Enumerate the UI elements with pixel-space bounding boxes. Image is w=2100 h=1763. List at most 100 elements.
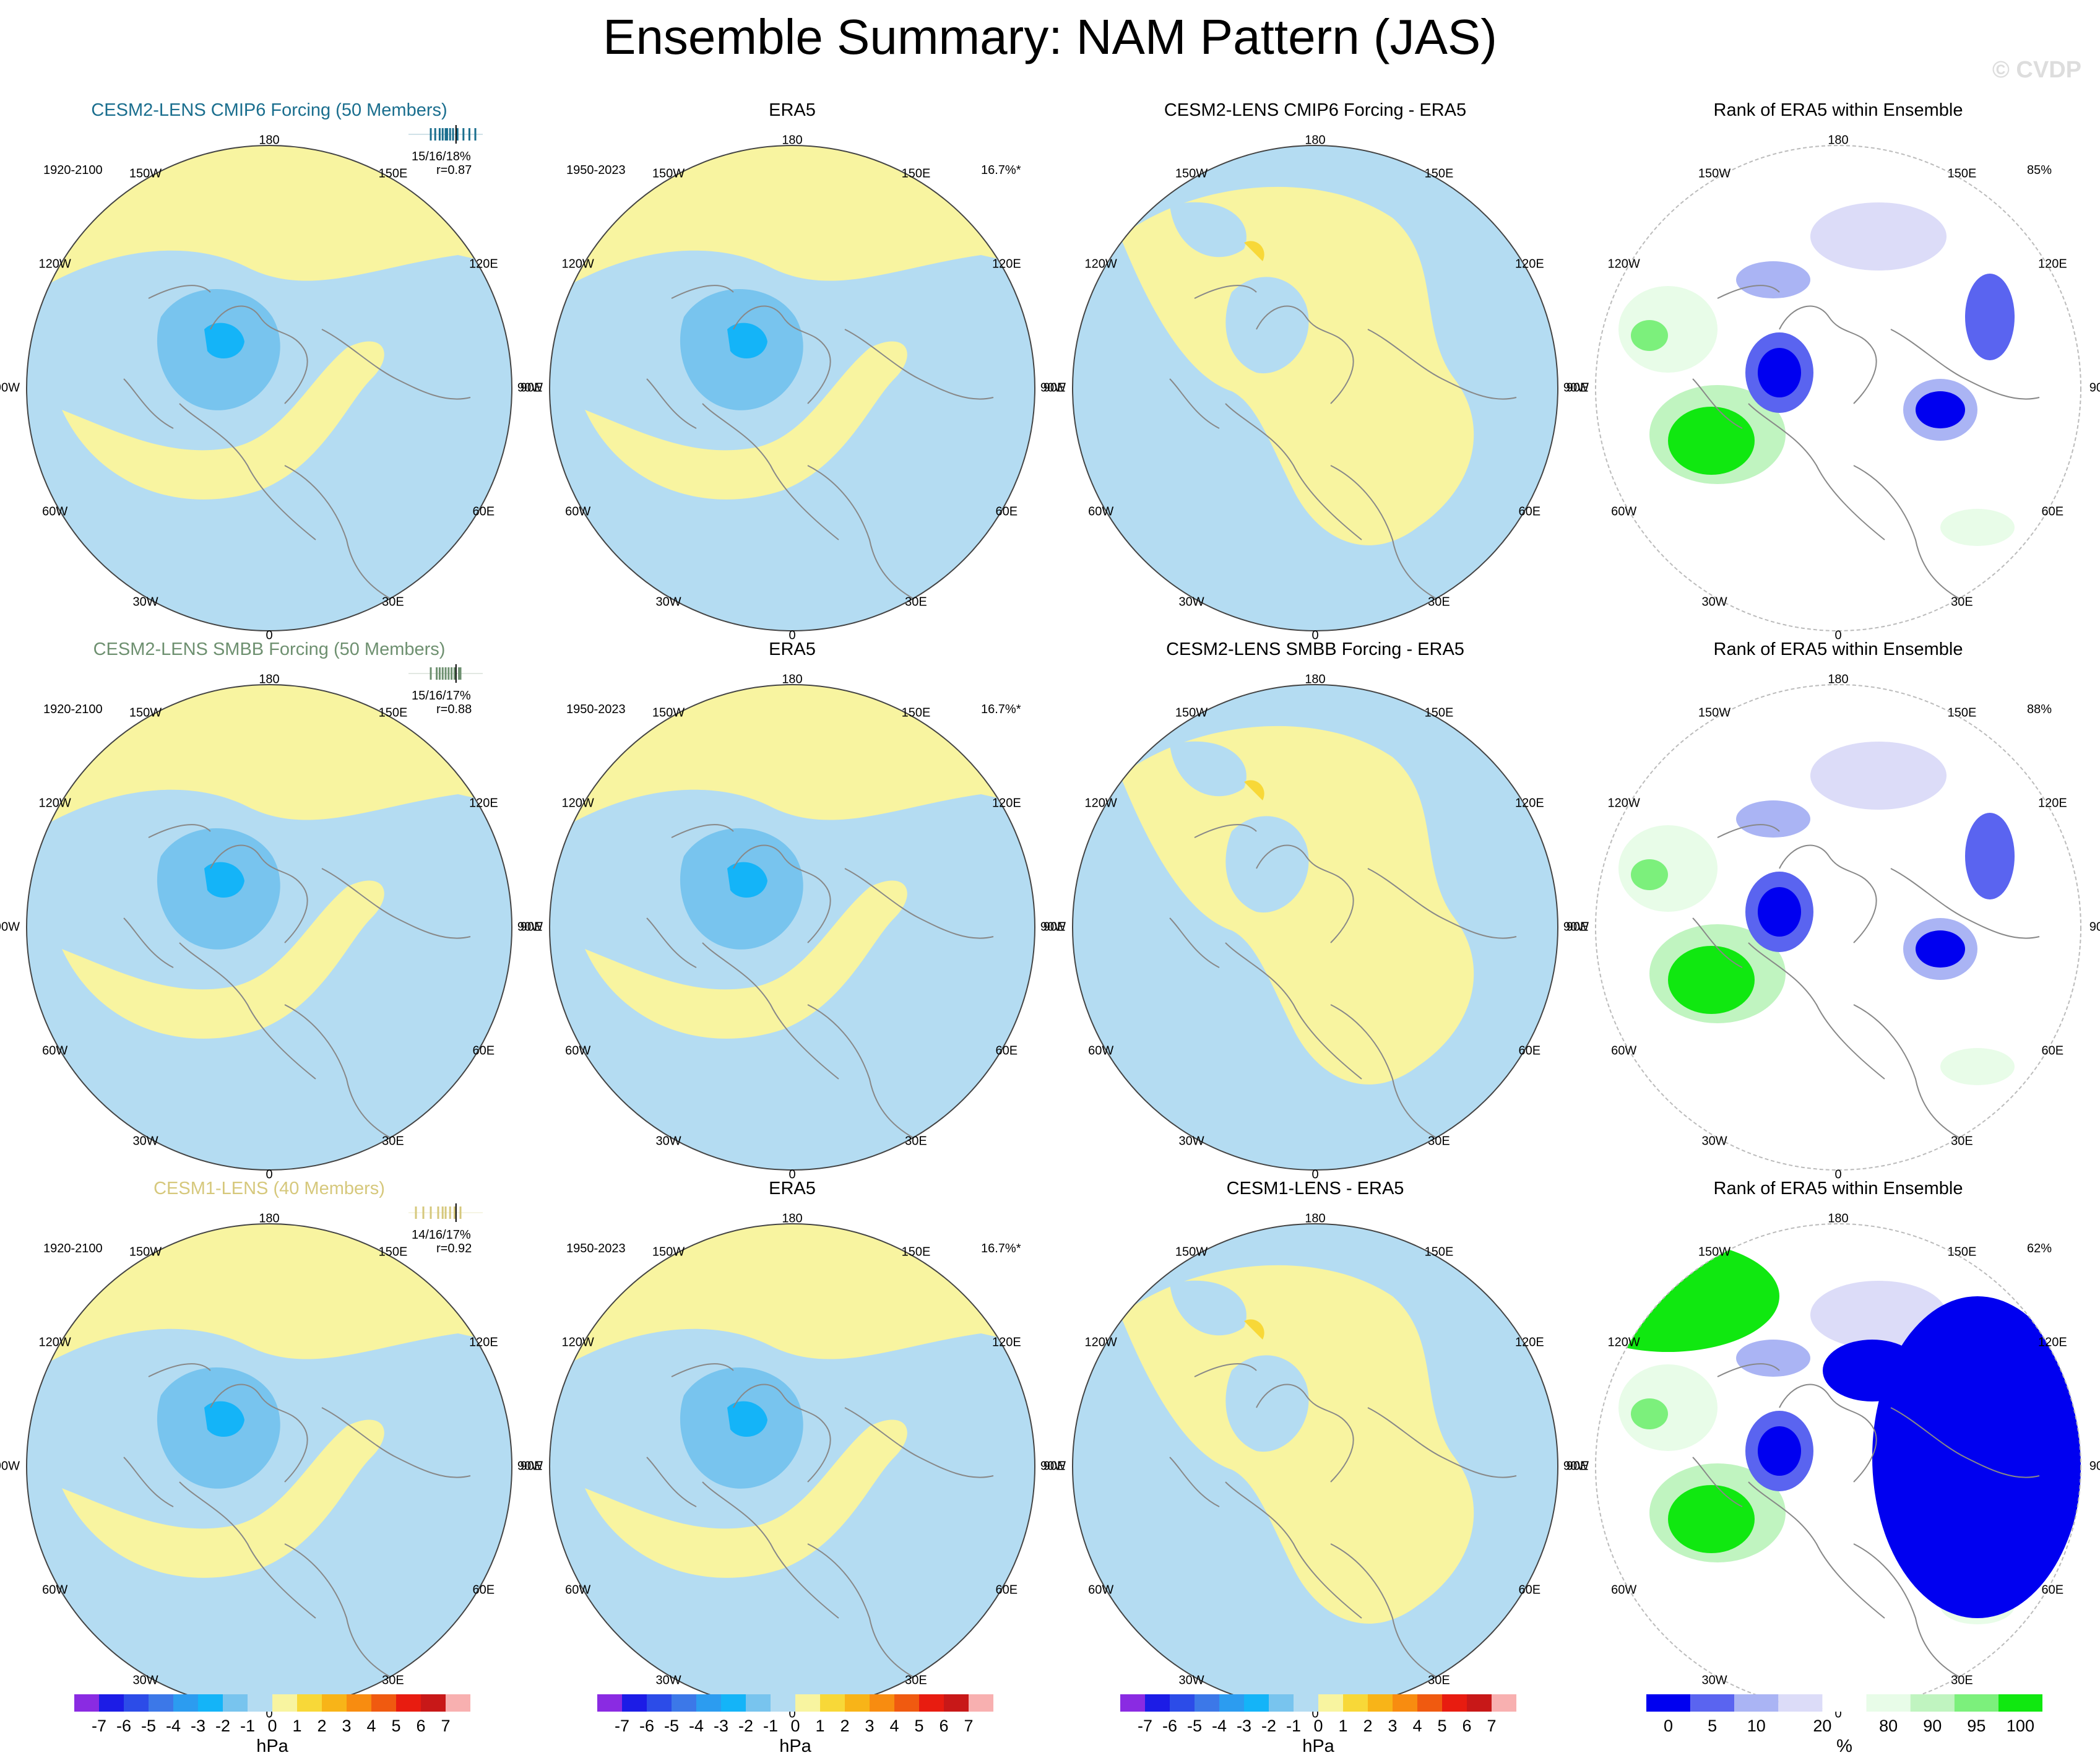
longitude-label: 0 — [1834, 1167, 1842, 1182]
coastline-3 — [1194, 285, 1257, 299]
coastline-0 — [1256, 305, 1354, 404]
period-label: 1920-2100 — [43, 163, 103, 177]
longitude-label: 150W — [1175, 1245, 1208, 1259]
colorbar-tick: -2 — [1261, 1717, 1277, 1735]
longitude-label: 150E — [1424, 1245, 1454, 1259]
coastline-1 — [1225, 942, 1362, 1080]
longitude-label: 60E — [472, 505, 495, 519]
coastline-2 — [1367, 329, 1517, 400]
longitude-label: 60W — [1611, 505, 1637, 519]
longitude-label: 30E — [1951, 595, 1973, 609]
coastline-3 — [1717, 285, 1780, 299]
coastline-1 — [179, 942, 316, 1080]
rank-region-2 — [1618, 286, 1718, 373]
coastline-0 — [733, 1384, 831, 1483]
coastline-2 — [1890, 329, 2040, 400]
colorbar-swatch-1 — [622, 1694, 647, 1712]
coastline-4 — [1330, 465, 1443, 602]
diff-region-2 — [1170, 202, 1247, 258]
colorbar-tick: 10 — [1747, 1717, 1766, 1735]
longitude-label: 30E — [905, 1673, 927, 1687]
longitude-label: 90E — [2089, 381, 2100, 395]
map-boundary — [1072, 684, 1558, 1171]
longitude-label: 60E — [472, 1583, 495, 1597]
longitude-label: 90E — [1566, 381, 1589, 395]
colorbar-tick: 7 — [964, 1717, 974, 1735]
longitude-label: 150E — [378, 706, 408, 720]
longitude-label: 30W — [655, 1673, 681, 1687]
longitude-label: 150W — [1698, 1245, 1731, 1259]
colorbar-tick: 5 — [391, 1717, 401, 1735]
coastline-0 — [1779, 844, 1877, 943]
colorbar-swatch-8 — [1318, 1694, 1343, 1712]
longitude-label: 150E — [378, 1245, 408, 1259]
longitude-label: 120W — [38, 796, 71, 810]
colorbar-swatch-5 — [721, 1694, 746, 1712]
coastline-3 — [1194, 824, 1257, 838]
colorbar-swatch-9 — [1343, 1694, 1368, 1712]
longitude-label: 0 — [266, 1167, 273, 1182]
diff-region-2 — [1170, 1280, 1247, 1336]
polar-map-obs — [548, 1222, 1037, 1711]
colorbar-swatch-8 — [795, 1694, 820, 1712]
polar-map-rank — [1594, 683, 2083, 1172]
longitude-label: 150W — [652, 1245, 685, 1259]
coastline-1 — [179, 1481, 316, 1619]
colorbar-swatch-5 — [1866, 1694, 1911, 1712]
longitude-label: 150W — [129, 1245, 162, 1259]
longitude-label: 0 — [789, 1167, 796, 1182]
period-label: 1950-2023 — [566, 1242, 626, 1255]
longitude-label: 0 — [266, 1707, 273, 1721]
field-region-1 — [62, 1419, 384, 1578]
longitude-label: 90W — [517, 920, 543, 934]
longitude-label: 90E — [1043, 381, 1066, 395]
longitude-label: 120W — [1084, 796, 1117, 810]
rank-region-5 — [1758, 348, 1801, 397]
rank-region-10 — [1736, 1340, 1810, 1377]
longitude-label: 0 — [1834, 628, 1842, 643]
longitude-label: 30E — [1428, 1134, 1450, 1148]
coastline-1 — [179, 403, 316, 540]
longitude-label: 150E — [1424, 167, 1454, 181]
rank-region-5 — [1758, 887, 1801, 937]
variance-pct: 16.7%* — [981, 163, 1021, 177]
colorbar-swatch-15 — [1492, 1694, 1516, 1712]
longitude-label: 180 — [782, 672, 803, 687]
longitude-label: 60W — [1088, 505, 1114, 519]
rank-region-11 — [1940, 509, 2015, 546]
colorbar-tick: 3 — [1388, 1717, 1398, 1735]
variance-pct: 62% — [2027, 1242, 2052, 1255]
colorbar-swatch-13 — [919, 1694, 944, 1712]
colorbar-unit: hPa — [1302, 1736, 1334, 1756]
colorbar-swatch-4 — [173, 1694, 198, 1712]
longitude-label: 60W — [1611, 1044, 1637, 1058]
rank-region-1 — [1668, 946, 1755, 1014]
coastline-1 — [702, 942, 839, 1080]
longitude-label: 30E — [905, 595, 927, 609]
longitude-label: 0 — [789, 1707, 796, 1721]
longitude-label: 60E — [995, 505, 1018, 519]
longitude-label: 90W — [0, 1459, 20, 1473]
field-region-1 — [585, 341, 907, 500]
longitude-label: 120E — [992, 257, 1021, 271]
rank-region-3 — [1631, 859, 1668, 890]
colorbar-tick: -7 — [614, 1717, 630, 1735]
colorbar-swatch-2 — [1734, 1694, 1779, 1712]
longitude-label: 30W — [132, 1134, 158, 1148]
longitude-label: 120E — [2037, 257, 2067, 271]
coastline-1 — [1748, 1481, 1885, 1619]
colorbar-tick: 7 — [441, 1717, 451, 1735]
field-region-1 — [585, 880, 907, 1039]
colorbar-swatch-6 — [746, 1694, 771, 1712]
longitude-label: 30W — [1178, 1673, 1204, 1687]
field-region-1 — [62, 880, 384, 1039]
colorbar-swatch-11 — [1393, 1694, 1417, 1712]
colorbar-tick: 2 — [840, 1717, 850, 1735]
longitude-label: 90E — [2089, 1459, 2100, 1473]
coastline-4 — [1853, 1004, 1966, 1141]
variance-pct: 88% — [2027, 703, 2052, 716]
coastline-5 — [646, 917, 697, 968]
colorbar — [74, 1694, 470, 1716]
longitude-label: 150E — [1947, 167, 1977, 181]
longitude-label: 150E — [901, 1245, 931, 1259]
